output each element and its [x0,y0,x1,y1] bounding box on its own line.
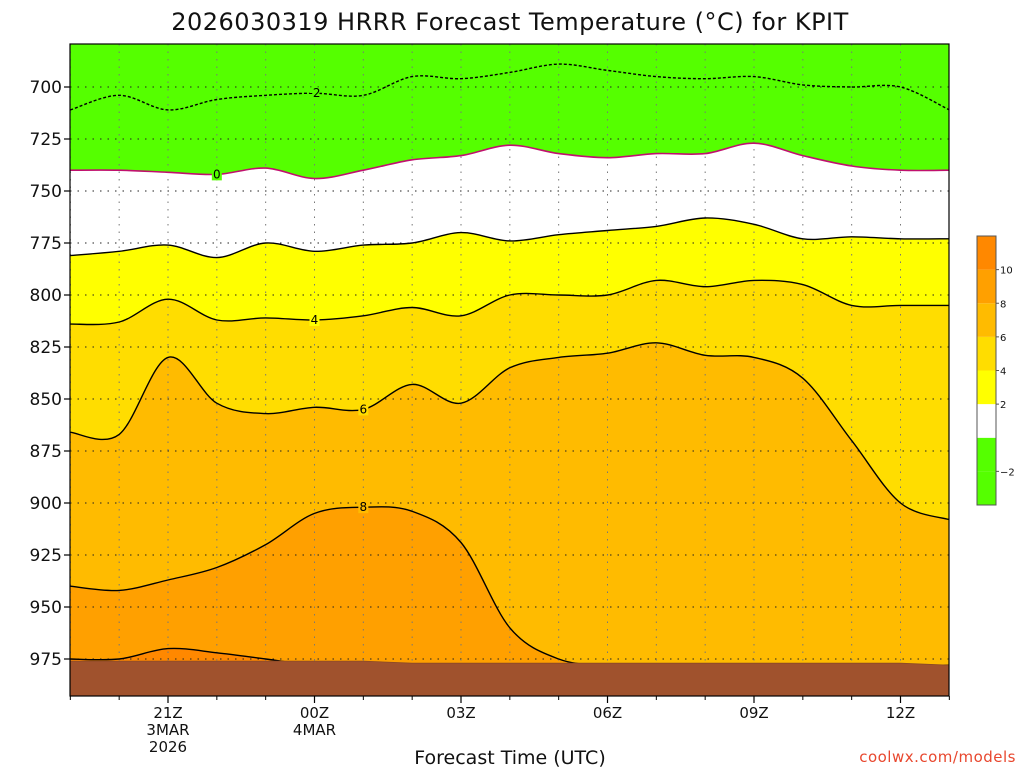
legend-swatch--4 [977,471,996,505]
x-tick-label-0-0: 21Z [153,704,182,722]
site-credit: coolwx.com/models [859,748,1016,766]
y-tick-label-850: 850 [30,390,62,410]
legend-swatch-4 [977,336,996,371]
x-tick-label-12-0: 09Z [739,704,768,722]
isotherm-label-bg-6 [358,403,369,416]
legend-swatch-10 [977,236,996,270]
x-tick-label-0-1: 3MAR [146,721,189,739]
isotherm-label-0: 0 [213,167,221,181]
legend-swatch--2 [977,437,996,472]
legend-label--2: −2 [1000,467,1015,478]
x-tick-label-0-2: 2026 [149,738,187,756]
isotherm-label--2: -2 [309,86,321,100]
legend-label-4: 4 [1000,367,1006,378]
isotherm-label-6: 6 [360,402,368,416]
isotherm-2 [70,217,949,259]
y-tick-label-750: 750 [30,182,62,202]
y-tick-label-775: 775 [30,234,62,254]
legend-swatch-2 [977,370,996,405]
color-legend: −2 2 4 6 8 10 [976,235,1015,506]
isotherm-label-4: 4 [311,313,319,327]
x-tick-label-6-0: 03Z [446,704,475,722]
ground-surface [70,660,949,696]
y-tick-label-700: 700 [30,78,62,98]
y-tick-label-950: 950 [30,598,62,618]
isotherm-label-bg--2 [309,87,320,100]
isotherm-labels: -2 0 4 6 8 [211,86,369,514]
legend-label-2: 2 [1000,400,1006,411]
legend-label-10: 10 [1000,266,1013,277]
legend-label-6: 6 [1000,333,1006,344]
y-tick-label-900: 900 [30,494,62,514]
chart-title: 2026030319 HRRR Forecast Temperature (°C… [171,8,849,36]
x-tick-label-3-1: 4MAR [293,721,336,739]
y-tick-label-925: 925 [30,546,62,566]
x-tick-label-9-0: 06Z [593,704,622,722]
isotherm-label-bg-4 [309,313,320,326]
x-tick-label-15-0: 12Z [886,704,915,722]
isotherm-label-bg-0 [211,168,222,181]
isotherm-6 [70,342,949,521]
ground-layer [70,660,949,696]
legend-label-8: 8 [1000,299,1006,310]
isotherm-label-8: 8 [360,500,368,514]
isotherm-label-bg-8 [358,501,369,514]
y-tick-label-825: 825 [30,338,62,358]
y-tick-label-800: 800 [30,286,62,306]
temperature-fill-bands [70,44,949,696]
isotherm--2 [70,63,949,111]
y-axis: 700 725 750 775 800 825 850 875 900 925 950 975 [30,78,70,670]
legend-swatch-6 [977,303,996,337]
x-axis-label: Forecast Time (UTC) [414,747,605,768]
y-tick-label-975: 975 [30,650,62,670]
y-tick-label-875: 875 [30,442,62,462]
isotherm-4 [70,279,949,326]
x-tick-label-3-0: 00Z [300,704,329,722]
legend-swatch-8 [977,269,996,304]
y-tick-label-725: 725 [30,130,62,150]
legend-swatch-0 [977,404,996,438]
